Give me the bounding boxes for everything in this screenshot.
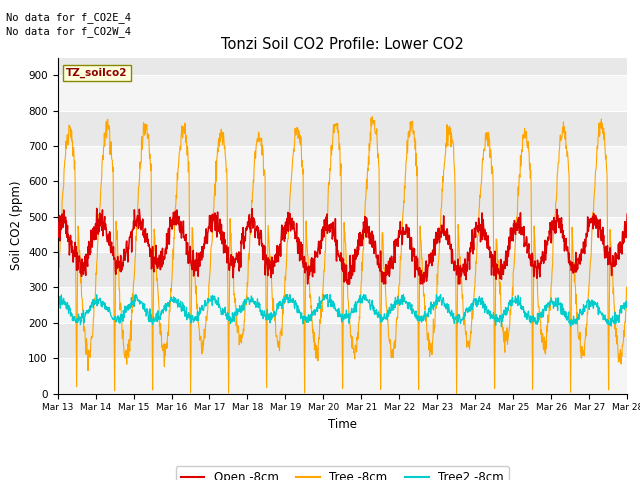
Bar xyxy=(58,288,627,323)
Text: No data for f_CO2W_4: No data for f_CO2W_4 xyxy=(6,26,131,37)
Y-axis label: Soil CO2 (ppm): Soil CO2 (ppm) xyxy=(10,181,22,270)
Bar xyxy=(58,75,627,111)
Text: No data for f_CO2E_4: No data for f_CO2E_4 xyxy=(6,12,131,23)
Title: Tonzi Soil CO2 Profile: Lower CO2: Tonzi Soil CO2 Profile: Lower CO2 xyxy=(221,37,464,52)
X-axis label: Time: Time xyxy=(328,418,357,431)
Legend: Open -8cm, Tree -8cm, Tree2 -8cm: Open -8cm, Tree -8cm, Tree2 -8cm xyxy=(176,466,509,480)
Text: TZ_soilco2: TZ_soilco2 xyxy=(66,68,127,78)
Bar xyxy=(58,358,627,394)
Bar xyxy=(58,217,627,252)
Bar xyxy=(58,146,627,181)
